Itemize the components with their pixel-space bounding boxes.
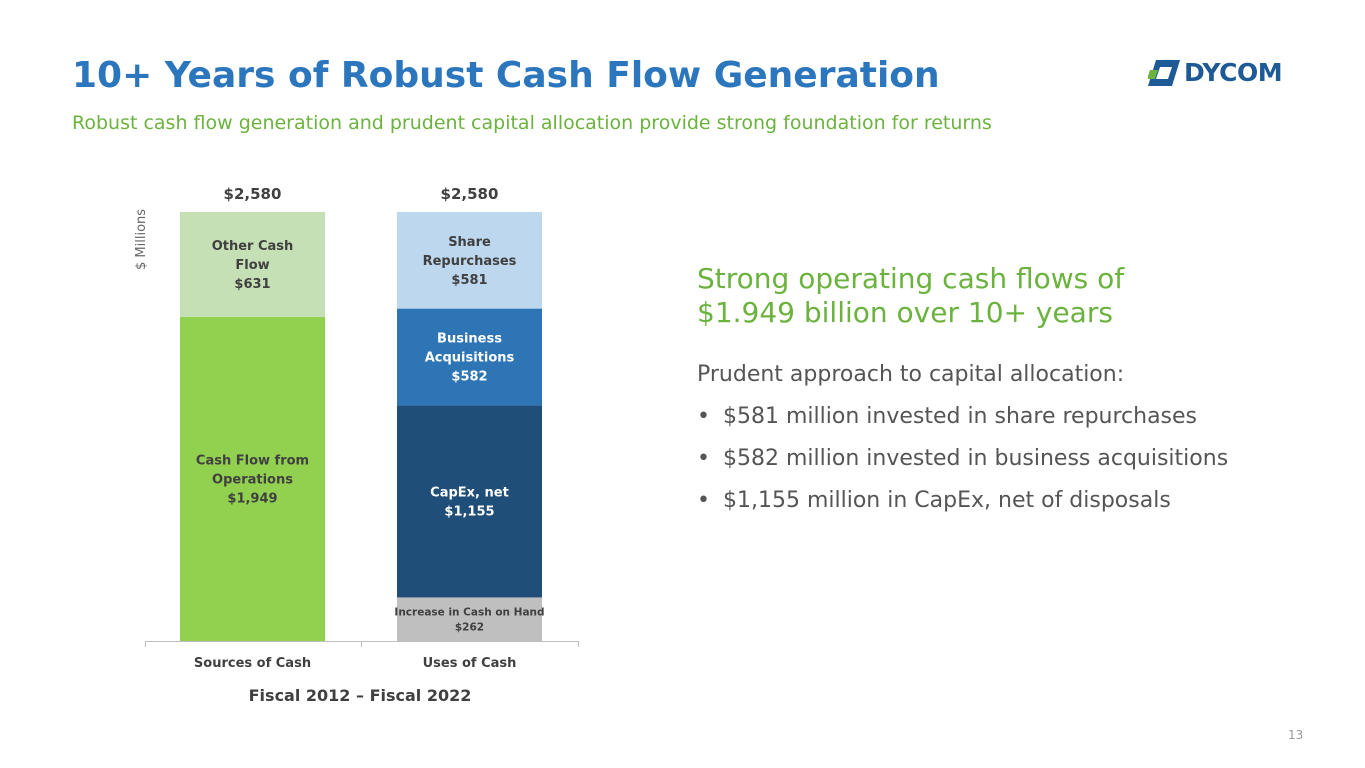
bullet-text: $1,155 million in CapEx, net of disposal… — [723, 488, 1171, 513]
bar-segment — [180, 316, 325, 641]
segment-label: $581 — [451, 273, 487, 288]
headline: Strong operating cash flows of $1.949 bi… — [697, 262, 1337, 330]
bar-segment — [397, 597, 542, 641]
segment-label: Other Cash — [212, 239, 294, 254]
segment-label: Repurchases — [423, 254, 517, 269]
chart-x-axis-label: Fiscal 2012 – Fiscal 2022 — [249, 686, 472, 705]
segment-label: Flow — [235, 258, 269, 273]
bar-segment — [397, 405, 542, 598]
headline-line-2: $1.949 billion over 10+ years — [697, 296, 1113, 329]
segment-label: CapEx, net — [430, 485, 509, 500]
segment-label: $1,949 — [227, 492, 277, 507]
segment-label: $631 — [234, 277, 270, 292]
headline-line-1: Strong operating cash flows of — [697, 262, 1125, 295]
bullet-item: • $582 million invested in business acqui… — [697, 442, 1228, 484]
segment-label: Increase in Cash on Hand — [394, 606, 544, 618]
company-logo: DYCOM — [1148, 58, 1318, 90]
bullet-symbol: • — [697, 488, 710, 513]
segment-label: Acquisitions — [425, 351, 515, 366]
x-tick-label: Uses of Cash — [423, 656, 517, 671]
cash-flow-chart: Cash Flow from Operations $1,949 Other Cash… — [145, 185, 579, 705]
segment-label: Share — [448, 235, 491, 250]
bullet-symbol: • — [697, 446, 710, 471]
page-number: 13 — [1288, 728, 1304, 742]
allocation-bullets: • $581 million invested in share repurcha… — [697, 400, 1228, 526]
segment-label: Operations — [212, 473, 293, 488]
x-tick-label: Sources of Cash — [194, 656, 311, 671]
allocation-intro: Prudent approach to capital allocation: — [697, 362, 1125, 387]
bar-segment — [397, 212, 542, 309]
bar-segment — [180, 212, 325, 317]
segment-label: $1,155 — [444, 504, 494, 519]
bar-total-label: $2,580 — [441, 185, 499, 203]
segment-label: Cash Flow from — [196, 454, 309, 469]
logo-wordmark: DYCOM — [1184, 58, 1283, 87]
segment-label: $582 — [451, 370, 487, 385]
bullet-symbol: • — [697, 404, 710, 429]
bar-segment — [397, 308, 542, 406]
segment-label: $262 — [455, 621, 484, 633]
bullet-item: • $1,155 million in CapEx, net of disposa… — [697, 484, 1228, 526]
slide-title: 10+ Years of Robust Cash Flow Generation — [72, 55, 940, 96]
segment-label: Business — [437, 332, 502, 347]
slide-subtitle: Robust cash flow generation and prudent … — [72, 112, 992, 134]
bar-total-label: $2,580 — [224, 185, 282, 203]
bullet-text: $581 million invested in share repurchas… — [723, 404, 1198, 429]
bullet-text: $582 million invested in business acquis… — [723, 446, 1229, 471]
bullet-item: • $581 million invested in share repurcha… — [697, 400, 1228, 442]
dycom-logo-icon — [1148, 60, 1180, 86]
